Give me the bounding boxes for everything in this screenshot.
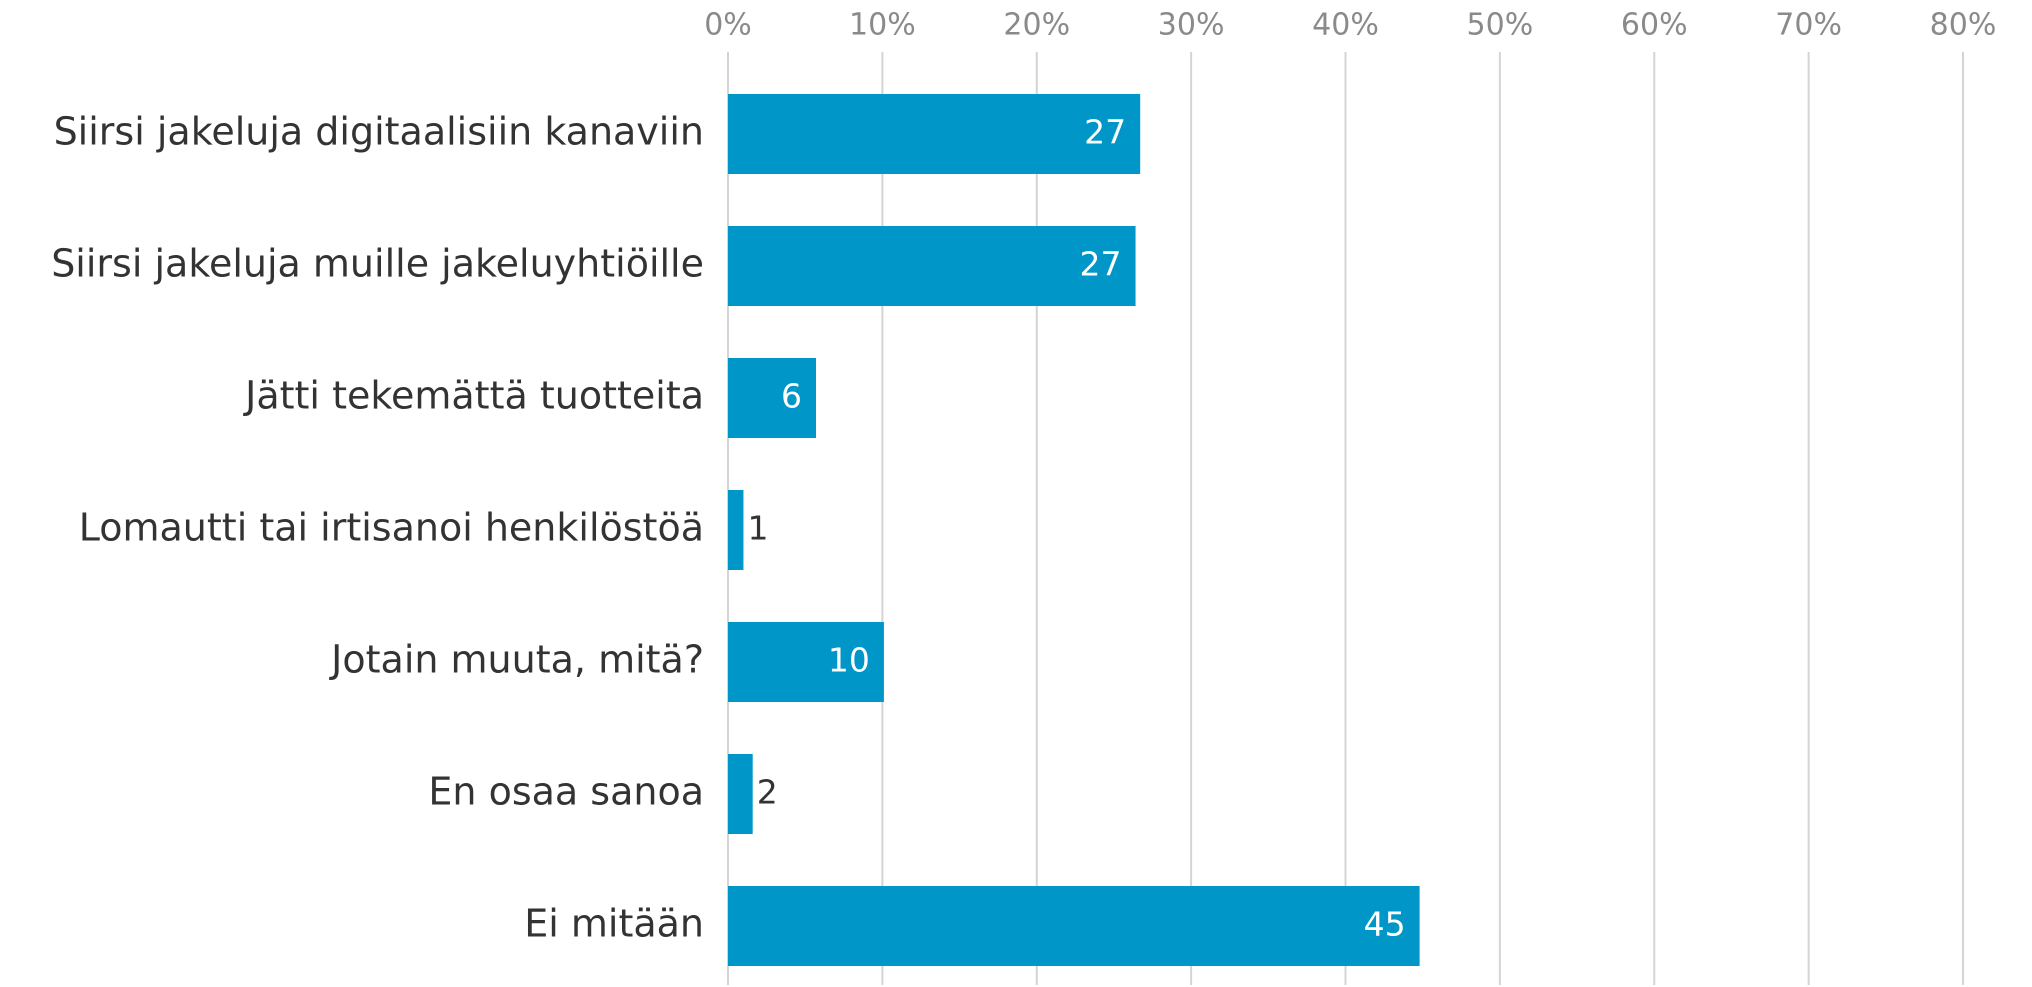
x-tick-label: 30% bbox=[1158, 8, 1225, 43]
category-label: En osaa sanoa bbox=[428, 770, 704, 814]
category-label: Lomautti tai irtisanoi henkilöstöä bbox=[79, 506, 704, 550]
data-label: 27 bbox=[1080, 245, 1122, 284]
x-tick-label: 0% bbox=[704, 8, 752, 43]
data-label: 2 bbox=[757, 773, 778, 812]
x-tick-label: 60% bbox=[1621, 8, 1688, 43]
data-label: 10 bbox=[828, 641, 870, 680]
x-tick-label: 40% bbox=[1312, 8, 1379, 43]
bar bbox=[728, 226, 1136, 306]
x-tick-label: 20% bbox=[1003, 8, 1070, 43]
category-label: Siirsi jakeluja muille jakeluyhtiöille bbox=[51, 242, 704, 286]
bar bbox=[728, 754, 753, 834]
bar bbox=[728, 886, 1420, 966]
data-label: 1 bbox=[747, 509, 768, 548]
category-label: Jätti tekemättä tuotteita bbox=[243, 374, 704, 418]
category-label: Siirsi jakeluja digitaalisiin kanaviin bbox=[54, 110, 704, 154]
category-label: Ei mitään bbox=[524, 902, 704, 946]
bar bbox=[728, 490, 744, 570]
x-tick-label: 10% bbox=[849, 8, 916, 43]
bar bbox=[728, 94, 1141, 174]
data-label: 27 bbox=[1084, 113, 1126, 152]
x-tick-label: 70% bbox=[1775, 8, 1842, 43]
data-label: 45 bbox=[1364, 905, 1406, 944]
x-tick-label: 50% bbox=[1467, 8, 1534, 43]
bar bbox=[728, 358, 816, 438]
bar bbox=[728, 622, 884, 702]
data-label: 6 bbox=[781, 377, 802, 416]
x-tick-label: 80% bbox=[1930, 8, 1997, 43]
category-label: Jotain muuta, mitä? bbox=[329, 638, 704, 682]
